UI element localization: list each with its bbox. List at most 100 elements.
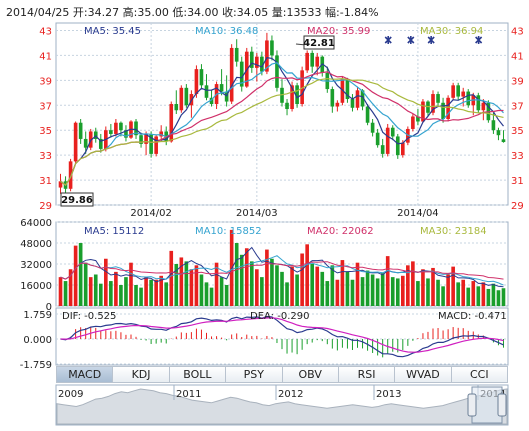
candle-body bbox=[139, 135, 143, 144]
candle-body bbox=[385, 127, 390, 154]
volume-bar bbox=[204, 282, 209, 306]
volume-bar bbox=[88, 277, 93, 306]
price-tick-left: 43 bbox=[39, 26, 52, 37]
candle-body bbox=[441, 102, 445, 119]
volume-bar bbox=[315, 266, 320, 306]
volume-bar bbox=[476, 286, 481, 306]
candle-body bbox=[350, 99, 355, 108]
volume-bar bbox=[144, 277, 148, 306]
volume-bar bbox=[305, 244, 309, 306]
moving-average-lines bbox=[60, 57, 504, 186]
volume-bar bbox=[421, 269, 425, 306]
event-marker-3[interactable] bbox=[427, 36, 435, 44]
volume-bar bbox=[119, 285, 123, 306]
tab-boll[interactable]: BOLL bbox=[169, 366, 227, 383]
candle-body bbox=[345, 79, 350, 100]
close-label: 收: bbox=[222, 6, 237, 19]
volume-bar bbox=[390, 277, 395, 306]
price-tick-right: 43 bbox=[511, 26, 524, 37]
volume-bar bbox=[78, 243, 83, 306]
overview-year-label: 2013 bbox=[376, 389, 401, 400]
volume-bar bbox=[184, 261, 189, 306]
candle-body bbox=[431, 94, 435, 113]
candle-body bbox=[451, 85, 455, 98]
candle-body bbox=[144, 133, 148, 144]
volume-tick-label: 16000 bbox=[20, 281, 52, 292]
max-callout-label: 42.81 bbox=[303, 38, 335, 49]
candle-body bbox=[88, 131, 93, 148]
volume-bar bbox=[290, 266, 294, 306]
event-marker-4[interactable] bbox=[475, 36, 483, 44]
tab-obv[interactable]: OBV bbox=[282, 366, 339, 383]
volume-bar bbox=[491, 283, 496, 306]
volume-tick-label: 0 bbox=[46, 302, 52, 313]
candle-body bbox=[416, 116, 420, 122]
candle-body bbox=[360, 90, 365, 107]
volume-bar bbox=[431, 267, 435, 306]
candle-body bbox=[229, 47, 234, 102]
overview-right-handle[interactable] bbox=[497, 393, 507, 417]
event-markers[interactable] bbox=[384, 36, 483, 44]
candle-body bbox=[501, 139, 506, 143]
tab-kdj[interactable]: KDJ bbox=[113, 366, 170, 383]
volume-bar bbox=[496, 290, 501, 306]
date-value: 2014/04/25 bbox=[6, 6, 70, 19]
overview-window[interactable] bbox=[471, 386, 503, 424]
volume-ma-lines bbox=[60, 246, 504, 288]
dif-line bbox=[60, 315, 504, 358]
tab-psy[interactable]: PSY bbox=[226, 366, 283, 383]
volume-bar bbox=[169, 250, 174, 306]
candle-body bbox=[436, 94, 440, 103]
candle-body bbox=[114, 122, 118, 134]
close-value: 34.05 bbox=[236, 6, 269, 19]
volume-bar bbox=[73, 245, 78, 306]
candle-body bbox=[355, 90, 360, 108]
event-marker-1[interactable] bbox=[384, 36, 392, 44]
candle-body bbox=[496, 130, 501, 136]
overview-year-label: 2009 bbox=[58, 389, 83, 400]
volume-ma20-line bbox=[60, 261, 504, 280]
candle-body bbox=[98, 138, 103, 149]
candle-body bbox=[380, 145, 385, 154]
volume-bar bbox=[335, 279, 340, 306]
candle-body bbox=[68, 161, 73, 189]
open-value: 34.27 bbox=[87, 6, 120, 19]
price-tick-right: 33 bbox=[511, 151, 524, 162]
tab-cci[interactable]: CCI bbox=[451, 366, 508, 383]
volume-bar bbox=[350, 279, 355, 306]
macd-tick-label: 1.759 bbox=[23, 310, 52, 321]
volume-bar bbox=[149, 279, 153, 306]
volume-bar bbox=[285, 282, 289, 306]
volume-tick-label: 32000 bbox=[20, 260, 52, 271]
candle-body bbox=[199, 69, 204, 86]
candles bbox=[58, 32, 506, 194]
macd-lines bbox=[60, 315, 504, 358]
vol-ma20-legend: MA20: 22062 bbox=[307, 226, 374, 237]
candle-body bbox=[184, 87, 189, 106]
date-tick-label: 2014/03 bbox=[236, 208, 278, 219]
volume-bar bbox=[466, 287, 471, 306]
volume-bar bbox=[189, 269, 194, 306]
candle-body bbox=[476, 95, 481, 111]
ma30-line bbox=[60, 77, 504, 186]
candle-body bbox=[400, 142, 405, 156]
candle-body bbox=[285, 102, 289, 110]
volume-bar bbox=[104, 258, 108, 306]
tab-macd[interactable]: MACD bbox=[56, 366, 114, 383]
tab-wvad[interactable]: WVAD bbox=[395, 366, 452, 383]
volume-bar bbox=[411, 261, 415, 306]
overview-left-handle[interactable] bbox=[467, 393, 477, 417]
overview-area bbox=[56, 388, 508, 425]
macd-y-axis: -1.759 0.000 1.759 bbox=[20, 310, 52, 371]
ohlc-header: 2014/04/25 开:34.27 高:35.00 低:34.00 收:34.… bbox=[6, 4, 379, 20]
candle-body bbox=[204, 85, 209, 98]
tab-rsi[interactable]: RSI bbox=[338, 366, 396, 383]
candle-body bbox=[310, 52, 315, 67]
dea-line bbox=[60, 317, 504, 353]
event-marker-2[interactable] bbox=[407, 36, 415, 44]
volume-bar bbox=[109, 281, 113, 306]
volume-bar bbox=[320, 271, 325, 306]
price-panel bbox=[55, 22, 509, 206]
volume-bar bbox=[385, 256, 390, 306]
